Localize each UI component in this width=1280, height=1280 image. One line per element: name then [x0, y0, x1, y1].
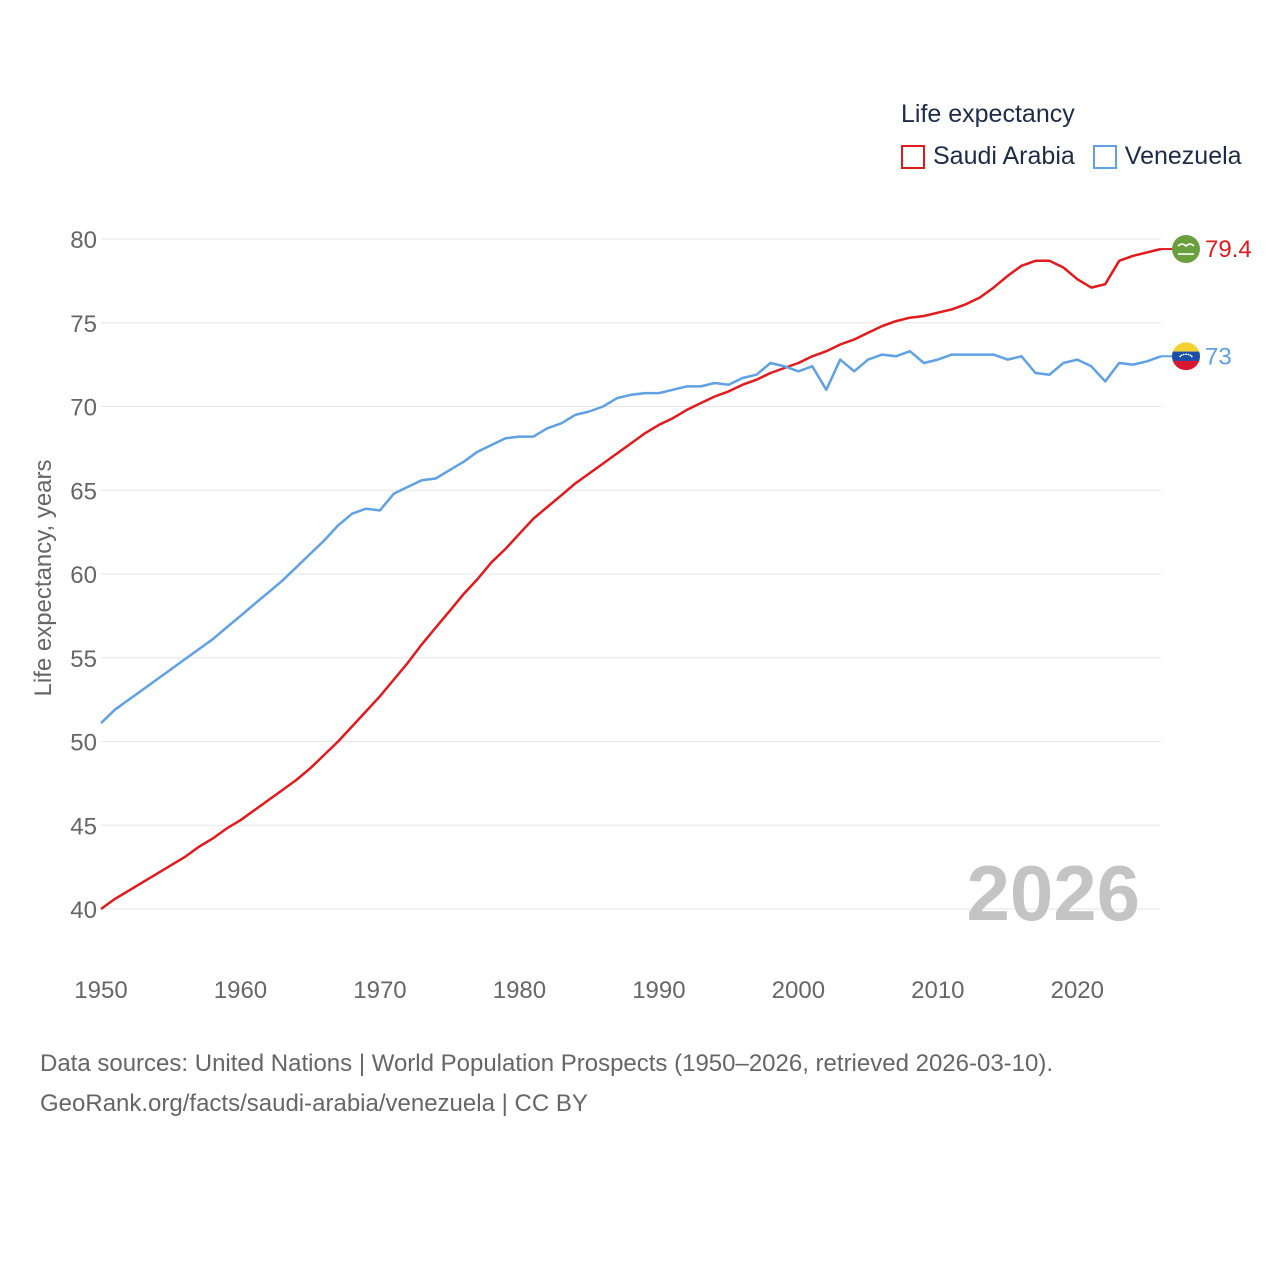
x-tick-label: 1950: [74, 977, 127, 1004]
y-tick-label: 45: [70, 813, 97, 840]
legend-swatch-saudi-arabia: [901, 144, 925, 169]
flag-star: [1179, 355, 1182, 358]
y-tick-label: 75: [70, 311, 97, 338]
x-tick-label: 1960: [214, 977, 267, 1004]
line-chart: 40 45 50 55 60 65 70 75 80 1950 1960 1970 1980 1990 20…: [30, 227, 1252, 1004]
y-tick-label: 40: [70, 897, 97, 924]
y-tick-label: 50: [70, 730, 97, 757]
flag-star: [1187, 353, 1190, 356]
x-tick-label: 2010: [911, 977, 964, 1004]
legend-item-saudi-arabia[interactable]: Saudi Arabia: [901, 142, 1075, 171]
x-tick-label: 1980: [493, 977, 546, 1004]
flag-stripe: [1172, 360, 1200, 371]
legend: Saudi Arabia Venezuela: [901, 142, 1260, 171]
y-tick-label: 65: [70, 478, 97, 505]
footer-link[interactable]: GeoRank.org/facts/saudi-arabia/venezuela…: [40, 1090, 588, 1117]
x-tick-label: 1990: [632, 977, 685, 1004]
flag-star: [1190, 355, 1193, 358]
legend-label-venezuela: Venezuela: [1124, 142, 1242, 170]
venezuela-flag-icon: [1172, 342, 1200, 371]
x-tick-label: 2020: [1051, 977, 1104, 1004]
legend-title: Life expectancy: [901, 100, 1075, 128]
flag-stripe: [1172, 342, 1200, 352]
y-axis-label: Life expectancy, years: [30, 459, 57, 696]
footer: Data sources: United Nations | World Pop…: [40, 1044, 1053, 1124]
series-line-venezuela: [100, 349, 1162, 724]
end-label-saudi-arabia: 79.4: [1205, 236, 1252, 263]
y-tick-label: 60: [70, 562, 97, 589]
legend-label-saudi-arabia: Saudi Arabia: [933, 142, 1075, 170]
saudi-arabia-flag-icon: [1172, 235, 1200, 264]
series-line-saudi-arabia: [100, 247, 1162, 911]
x-tick-label: 1970: [353, 977, 406, 1004]
flag-star: [1189, 354, 1192, 357]
flag-star: [1185, 353, 1187, 356]
flag-star: [1182, 353, 1185, 356]
legend-item-venezuela[interactable]: Venezuela: [1092, 142, 1242, 171]
y-tick-label: 80: [70, 227, 97, 254]
flag-stripe: [1172, 351, 1200, 361]
x-tick-label: 2000: [772, 977, 825, 1004]
y-tick-label: 70: [70, 395, 97, 422]
year-watermark: 2026: [966, 849, 1140, 937]
legend-swatch-venezuela: [1092, 144, 1117, 169]
footer-sources: Data sources: United Nations | World Pop…: [40, 1050, 1054, 1077]
y-tick-label: 55: [70, 646, 97, 673]
end-label-venezuela: 73: [1205, 343, 1232, 370]
flag-script-mark: [1177, 243, 1195, 248]
flag-star: [1180, 354, 1183, 357]
